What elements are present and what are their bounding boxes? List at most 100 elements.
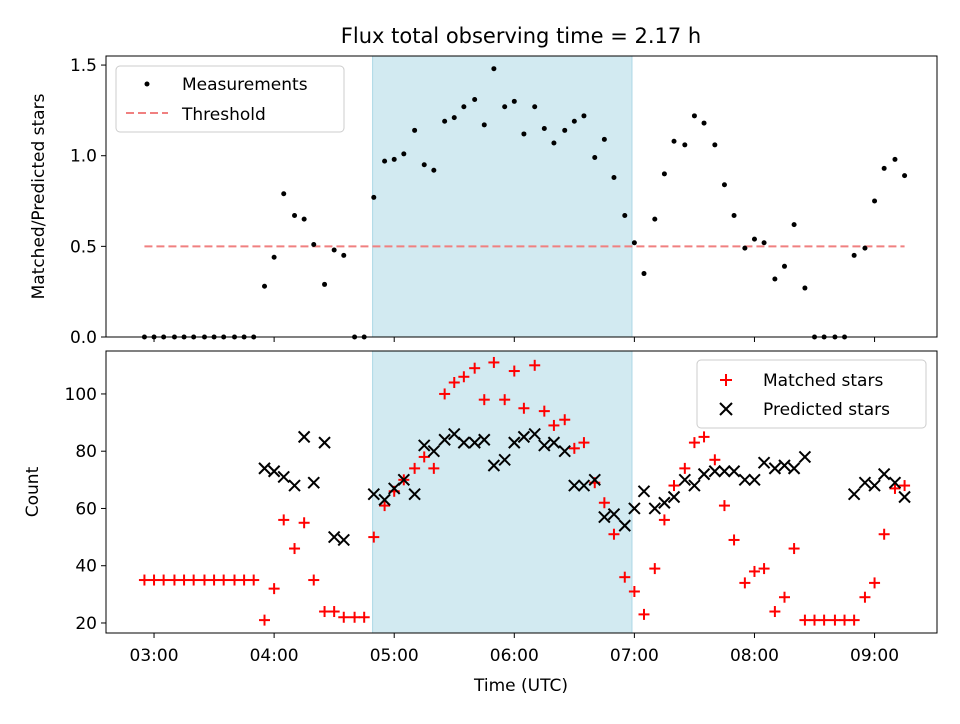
measurement-point bbox=[281, 191, 287, 197]
bottom-panel: 20 40 60 80 100 03:00 04:00 05:00 06:00 07:00 08:… bbox=[23, 350, 938, 696]
measurement-point bbox=[892, 156, 898, 162]
predicted-star-marker bbox=[427, 444, 441, 458]
x-tick-label: 09:00 bbox=[850, 646, 899, 666]
matched-star-marker bbox=[328, 606, 340, 618]
matched-star-marker bbox=[138, 574, 150, 586]
matched-star-marker bbox=[278, 514, 290, 526]
matched-star-marker bbox=[758, 563, 770, 575]
predicted-star-marker bbox=[697, 467, 711, 481]
measurement-point bbox=[331, 247, 337, 253]
matched-star-marker bbox=[319, 606, 331, 618]
measurement-point bbox=[511, 98, 517, 104]
predicted-star-marker bbox=[658, 496, 671, 509]
measurement-point bbox=[872, 198, 878, 204]
x-axis-ticks: 03:00 04:00 05:00 06:00 07:00 08:00 09:00 bbox=[130, 633, 899, 666]
predicted-star-marker bbox=[438, 433, 451, 446]
matched-star-marker bbox=[688, 437, 700, 449]
predicted-star-markers bbox=[258, 427, 911, 547]
predicted-star-marker bbox=[637, 485, 651, 498]
measurement-point bbox=[701, 120, 707, 126]
measurement-point bbox=[401, 151, 407, 157]
matched-star-marker bbox=[628, 585, 640, 597]
measurement-point bbox=[481, 122, 487, 128]
measurement-point bbox=[622, 213, 628, 219]
matched-star-marker bbox=[748, 565, 760, 577]
matched-star-marker bbox=[869, 577, 881, 589]
bottom-y-tick-label: 40 bbox=[75, 557, 97, 577]
matched-star-marker bbox=[168, 574, 180, 586]
predicted-star-marker bbox=[757, 456, 771, 469]
matched-star-marker bbox=[428, 462, 440, 474]
top-axes-frame bbox=[105, 55, 938, 338]
matched-star-marker bbox=[568, 442, 580, 454]
matched-star-marker bbox=[559, 414, 571, 426]
predicted-star-marker bbox=[667, 490, 681, 504]
predicted-star-marker bbox=[877, 467, 891, 481]
matched-star-marker bbox=[238, 574, 250, 586]
measurement-point bbox=[661, 171, 667, 177]
legend-predicted: Predicted stars bbox=[763, 400, 890, 420]
predicted-star-marker bbox=[478, 433, 491, 446]
matched-star-marker bbox=[178, 574, 190, 586]
bottom-y-axis-label: Count bbox=[23, 466, 43, 517]
predicted-star-marker bbox=[367, 487, 381, 501]
predicted-star-marker bbox=[468, 436, 481, 449]
predicted-star-marker bbox=[847, 487, 861, 501]
matched-star-marker bbox=[308, 574, 320, 586]
predicted-star-marker bbox=[277, 470, 290, 484]
chart-title: Flux total observing time = 2.17 h bbox=[341, 24, 701, 48]
predicted-star-marker bbox=[397, 473, 411, 487]
measurement-point bbox=[881, 165, 887, 171]
matched-star-marker bbox=[788, 543, 800, 555]
legend-threshold: Threshold bbox=[181, 105, 266, 125]
measurement-point bbox=[551, 140, 557, 146]
top-y-axis-label: Matched/Predicted stars bbox=[29, 93, 49, 299]
matched-star-marker bbox=[848, 614, 860, 626]
matched-star-marker bbox=[698, 431, 710, 443]
top-y-tick-label: 1.5 bbox=[70, 56, 97, 76]
predicted-star-marker bbox=[868, 479, 881, 492]
measurement-point bbox=[781, 263, 787, 269]
matched-star-marker bbox=[679, 462, 691, 474]
predicted-star-marker bbox=[708, 465, 722, 478]
matched-star-marker bbox=[728, 534, 740, 546]
matched-star-marker bbox=[649, 563, 661, 575]
measurement-point bbox=[521, 131, 527, 137]
measurement-point bbox=[371, 194, 377, 200]
top-y-tick-label: 1.0 bbox=[70, 147, 97, 167]
measurement-point bbox=[442, 118, 448, 124]
measurement-point bbox=[581, 113, 587, 119]
top-y-tick-label: 0.0 bbox=[70, 328, 97, 348]
matched-star-marker bbox=[469, 362, 481, 374]
predicted-star-marker bbox=[778, 459, 791, 472]
matched-star-marker bbox=[338, 611, 350, 623]
matched-star-marker bbox=[478, 394, 490, 406]
measurement-point bbox=[742, 245, 748, 251]
x-tick-label: 04:00 bbox=[250, 646, 299, 666]
predicted-star-marker bbox=[688, 479, 701, 492]
matched-star-marker bbox=[448, 376, 460, 388]
measurement-point bbox=[311, 242, 317, 248]
matched-star-marker bbox=[809, 614, 821, 626]
measurement-point bbox=[292, 213, 298, 219]
matched-star-marker bbox=[529, 359, 541, 371]
top-y-ticks: 0.0 0.5 1.0 1.5 bbox=[70, 56, 876, 348]
matched-star-marker bbox=[418, 451, 430, 463]
bottom-legend: Matched stars Predicted stars bbox=[696, 359, 927, 429]
predicted-star-marker bbox=[898, 490, 911, 504]
measurement-point bbox=[491, 66, 497, 72]
measurement-point bbox=[731, 213, 737, 219]
predicted-star-marker bbox=[748, 473, 761, 487]
predicted-star-marker bbox=[538, 439, 551, 452]
predicted-star-marker bbox=[508, 436, 521, 449]
matched-star-marker bbox=[488, 356, 500, 368]
matched-star-marker bbox=[668, 480, 680, 492]
matched-star-marker bbox=[208, 574, 220, 586]
predicted-star-marker bbox=[558, 444, 571, 458]
predicted-star-marker bbox=[888, 476, 902, 489]
matched-star-marker bbox=[518, 402, 530, 414]
measurement-point bbox=[751, 236, 757, 242]
measurement-point bbox=[721, 182, 727, 188]
matched-star-marker bbox=[778, 591, 790, 603]
